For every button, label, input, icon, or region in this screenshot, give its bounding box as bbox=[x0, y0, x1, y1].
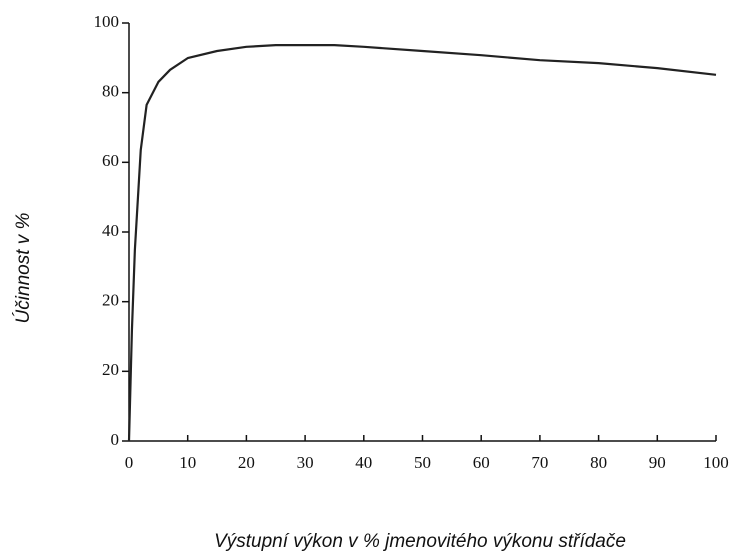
line-series bbox=[127, 44, 717, 442]
y-tick-label: 20 bbox=[102, 291, 119, 310]
x-tick-label: 90 bbox=[649, 453, 666, 472]
x-tick-label: 100 bbox=[703, 453, 729, 472]
x-tick-label: 50 bbox=[414, 453, 431, 472]
x-tick-label: 60 bbox=[473, 453, 490, 472]
y-tick-label: 40 bbox=[102, 221, 119, 240]
x-tick-label: 30 bbox=[297, 453, 314, 472]
x-tick-label: 40 bbox=[355, 453, 372, 472]
x-tick-label: 10 bbox=[179, 453, 196, 472]
y-tick-label: 80 bbox=[102, 82, 119, 101]
x-tick-label: 70 bbox=[531, 453, 548, 472]
x-axis-title: Výstupní výkon v % jmenovitého výkonu st… bbox=[214, 531, 626, 552]
y-tick-label: 20 bbox=[102, 360, 119, 379]
x-tick-label: 20 bbox=[238, 453, 255, 472]
y-tick-label: 100 bbox=[94, 12, 120, 31]
y-tick-label: 0 bbox=[111, 430, 120, 449]
y-axis-title: Účinnost v % bbox=[12, 212, 34, 323]
x-tick-label: 0 bbox=[125, 453, 134, 472]
x-tick-label: 80 bbox=[590, 453, 607, 472]
y-tick-label: 60 bbox=[102, 151, 119, 170]
